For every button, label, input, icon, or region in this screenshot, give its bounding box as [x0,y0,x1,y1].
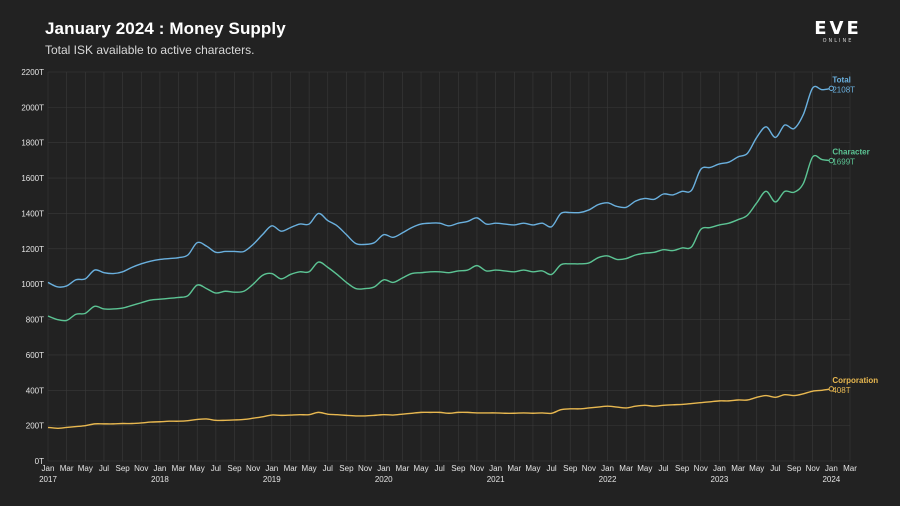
y-tick-label: 1000T [21,280,44,289]
y-tick-label: 1200T [21,245,44,254]
y-tick-label: 1600T [21,174,44,183]
chart-subtitle: Total ISK available to active characters… [45,43,255,57]
x-tick-label: Nov [470,464,484,473]
x-year-label: 2023 [711,475,729,484]
x-year-label: 2017 [39,475,57,484]
x-tick-label: Sep [339,464,354,473]
x-tick-label: Jan [265,464,278,473]
x-tick-label: Mar [843,464,857,473]
x-year-label: 2022 [599,475,617,484]
y-tick-label: 2200T [21,68,44,77]
x-tick-label: Mar [60,464,74,473]
x-tick-label: Jan [713,464,726,473]
x-year-label: 2021 [487,475,505,484]
x-tick-label: Jul [546,464,556,473]
x-tick-label: Nov [582,464,596,473]
x-tick-label: May [525,464,540,473]
total-end-marker [828,85,835,91]
x-tick-label: Nov [134,464,148,473]
x-tick-label: Sep [115,464,130,473]
character-series-line [47,154,832,322]
character-series-value: 1699T [832,158,855,167]
logo-sub-text: ONLINE [822,38,854,44]
x-tick-label: Mar [172,464,186,473]
x-tick-label: Nov [806,464,820,473]
logo-main-text: EVE [814,18,862,39]
x-tick-label: Jul [770,464,780,473]
y-tick-label: 200T [26,422,44,431]
eve-online-logo: EVE ONLINE [810,20,866,46]
x-tick-label: Jan [153,464,166,473]
y-tick-label: 2000T [21,103,44,112]
x-tick-label: Sep [787,464,802,473]
x-year-label: 2024 [822,475,840,484]
character-series-name: Character [832,148,869,157]
x-tick-label: Mar [731,464,745,473]
x-tick-label: Jan [825,464,838,473]
corporation-series-line [47,388,832,429]
x-tick-label: Nov [694,464,708,473]
x-tick-label: Jul [658,464,668,473]
total-series-name: Total [832,75,851,84]
y-tick-label: 600T [26,351,44,360]
x-tick-label: Mar [507,464,521,473]
y-tick-label: 400T [26,386,44,395]
x-year-label: 2019 [263,475,281,484]
x-tick-label: May [749,464,764,473]
x-tick-label: Jul [211,464,221,473]
x-tick-label: Sep [563,464,578,473]
x-tick-label: Sep [675,464,690,473]
total-series-line [47,85,832,288]
y-tick-label: 800T [26,316,44,325]
x-tick-label: May [78,464,93,473]
x-tick-label: Mar [395,464,409,473]
x-tick-label: Mar [284,464,298,473]
x-tick-label: May [302,464,317,473]
x-tick-label: Sep [451,464,466,473]
y-tick-label: 1800T [21,139,44,148]
x-tick-label: Nov [358,464,372,473]
corporation-series-name: Corporation [832,376,878,385]
x-tick-label: Jan [601,464,614,473]
x-year-label: 2020 [375,475,393,484]
x-tick-label: Sep [227,464,242,473]
x-tick-label: Mar [619,464,633,473]
total-series-value: 2108T [832,85,855,94]
chart-title: January 2024 : Money Supply [45,19,286,38]
y-tick-label: 0T [35,457,44,466]
x-year-label: 2018 [151,475,169,484]
character-end-marker [828,157,835,164]
x-tick-label: Jul [435,464,445,473]
x-tick-label: Jan [377,464,390,473]
y-tick-label: 1400T [21,209,44,218]
corporation-end-marker [828,386,835,392]
x-tick-label: Jul [99,464,109,473]
corporation-series-value: 408T [832,386,850,395]
x-tick-label: May [190,464,205,473]
x-tick-label: Jan [42,464,55,473]
x-tick-label: Nov [246,464,260,473]
x-tick-label: Jul [323,464,333,473]
x-tick-label: May [413,464,428,473]
x-tick-label: Jan [489,464,502,473]
x-tick-label: May [637,464,652,473]
